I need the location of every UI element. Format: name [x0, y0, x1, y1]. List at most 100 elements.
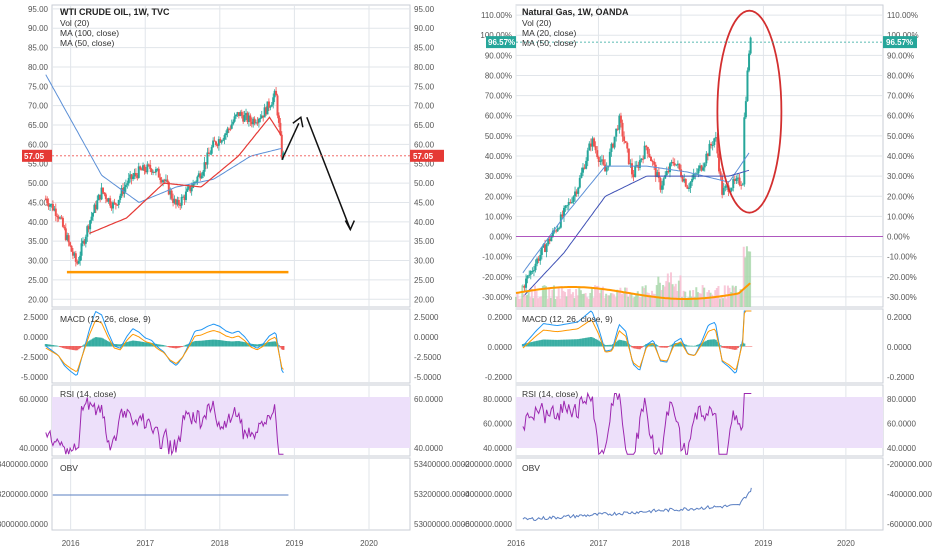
crude-macd-histogram-bar — [214, 339, 217, 347]
gas-pane-frame-3 — [515, 457, 884, 531]
crude-candle-body — [107, 198, 110, 202]
gas-macd-histogram-bar — [547, 339, 550, 347]
gas-macd-histogram-bar — [637, 346, 640, 350]
crude-macd-histogram-bar — [200, 340, 203, 347]
gas-ma20-line — [522, 152, 750, 274]
gas-volume-bar — [742, 246, 745, 307]
crude-obv-tick: 53400000.0000 — [414, 460, 470, 469]
gas-volume-bar — [535, 291, 538, 307]
gas-candle-body — [749, 37, 752, 54]
crude-macd-histogram-bar — [270, 341, 273, 347]
crude-macd-histogram-bar — [245, 342, 248, 347]
crude-candle-body — [202, 171, 205, 176]
crude-candle-body — [167, 181, 170, 195]
gas-candle-body — [604, 164, 607, 172]
gas-macd-histogram-bar — [631, 346, 634, 348]
gas-macd-histogram-bar — [638, 346, 641, 350]
crude-macd-histogram-bar — [69, 346, 72, 350]
gas-macd-histogram-bar — [626, 342, 629, 347]
gas-macd-histogram-bar — [537, 340, 540, 347]
crude-candle-body — [146, 164, 149, 173]
gas-volume-bar — [627, 296, 630, 307]
gas-volume-bar — [681, 296, 684, 307]
gas-macd-histogram-bar — [588, 337, 591, 347]
gas-volume-bar — [567, 289, 570, 307]
gas-y-tick: 100.00% — [887, 31, 919, 40]
gas-volume-bar — [592, 297, 595, 307]
gas-volume-bar — [704, 296, 707, 307]
gas-candle-body — [657, 172, 660, 179]
gas-panel[interactable]: Natural Gas, 1W, OANDA Vol (20) MA (20, … — [522, 7, 629, 473]
gas-volume-bar — [586, 297, 589, 307]
crude-panel[interactable]: WTI CRUDE OIL, 1W, TVC Vol (20) MA (100,… — [60, 7, 170, 473]
crude-candle-body — [144, 170, 147, 173]
gas-volume-bar — [516, 292, 519, 307]
gas-macd-histogram-bar — [694, 345, 697, 347]
gas-candle-body — [721, 175, 724, 195]
gas-volume-bar — [630, 293, 633, 307]
crude-macd-histogram-bar — [67, 346, 70, 350]
gas-candle-body — [740, 184, 743, 186]
crude-y-tick: 45.00 — [414, 198, 435, 207]
crude-candle-body — [279, 122, 282, 135]
crude-candle-body — [136, 175, 139, 178]
gas-volume-bar — [666, 273, 669, 307]
gas-candle-body — [547, 238, 550, 245]
crude-candle-body — [216, 144, 219, 146]
gas-volume-bar — [551, 289, 554, 307]
gas-candle-body — [656, 172, 659, 178]
gas-volume-bar — [583, 293, 586, 307]
crude-macd-histogram-bar — [174, 346, 177, 349]
gas-macd-histogram-bar — [572, 339, 575, 347]
crude-y-tick-left: 25.00 — [28, 276, 49, 285]
gas-macd-histogram-bar — [545, 339, 548, 347]
crude-macd-histogram-bar — [169, 346, 172, 348]
crude-macd-histogram-bar — [256, 344, 259, 347]
crude-candle-body — [143, 165, 146, 171]
crude-candle-body — [83, 240, 86, 244]
gas-indicator-ma20: MA (20, close) — [522, 28, 576, 38]
crude-candle-body — [57, 216, 60, 219]
gas-candle-body — [624, 141, 627, 143]
crude-macd-histogram-bar — [265, 342, 268, 347]
gas-volume-bar — [733, 287, 736, 307]
crude-macd-histogram-bar — [149, 342, 152, 347]
gas-volume-bar — [734, 285, 737, 307]
gas-candle-body — [680, 169, 683, 177]
gas-candle-body — [703, 163, 706, 168]
crude-candle-body — [182, 196, 185, 198]
gas-volume-bar — [679, 275, 682, 307]
gas-volume-bar — [741, 290, 744, 307]
crude-macd-histogram-bar — [97, 337, 100, 347]
gas-volume-bar — [736, 293, 739, 307]
crude-candle-body — [164, 179, 167, 181]
crude-macd-histogram-bar — [83, 344, 86, 347]
crude-candle-body — [89, 220, 92, 230]
gas-candle-body — [684, 179, 687, 187]
crude-candle-body — [250, 121, 253, 125]
crude-candle-body — [229, 128, 232, 130]
crude-macd-histogram-bar — [60, 346, 63, 348]
gas-candle-body — [645, 145, 648, 148]
gas-rsi-tick-left: 60.0000 — [483, 420, 512, 429]
crude-candle-body — [267, 101, 270, 108]
gas-volume-bar — [725, 298, 728, 307]
gas-macd-histogram-bar — [748, 346, 751, 347]
crude-macd-histogram-bar — [110, 342, 113, 347]
crude-macd-histogram-bar — [106, 340, 109, 347]
crude-macd-histogram-bar — [170, 346, 173, 348]
gas-macd-histogram-bar — [618, 339, 621, 347]
gas-macd-histogram-bar — [550, 339, 553, 347]
gas-volume-bar — [625, 287, 628, 307]
gas-volume-bar — [608, 295, 611, 307]
gas-volume-bar — [522, 293, 525, 307]
crude-candle-body — [70, 245, 73, 252]
gas-macd-histogram-bar — [706, 340, 709, 347]
gas-volume-bar — [556, 296, 559, 307]
crude-macd-histogram-bar — [179, 346, 182, 348]
crude-candle-body — [220, 140, 223, 143]
gas-rsi-title: RSI (14, close) — [522, 389, 578, 399]
gas-y-tick: 70.00% — [887, 92, 914, 101]
gas-volume-bar — [711, 294, 714, 307]
gas-y-tick-left: -20.00% — [482, 273, 512, 282]
